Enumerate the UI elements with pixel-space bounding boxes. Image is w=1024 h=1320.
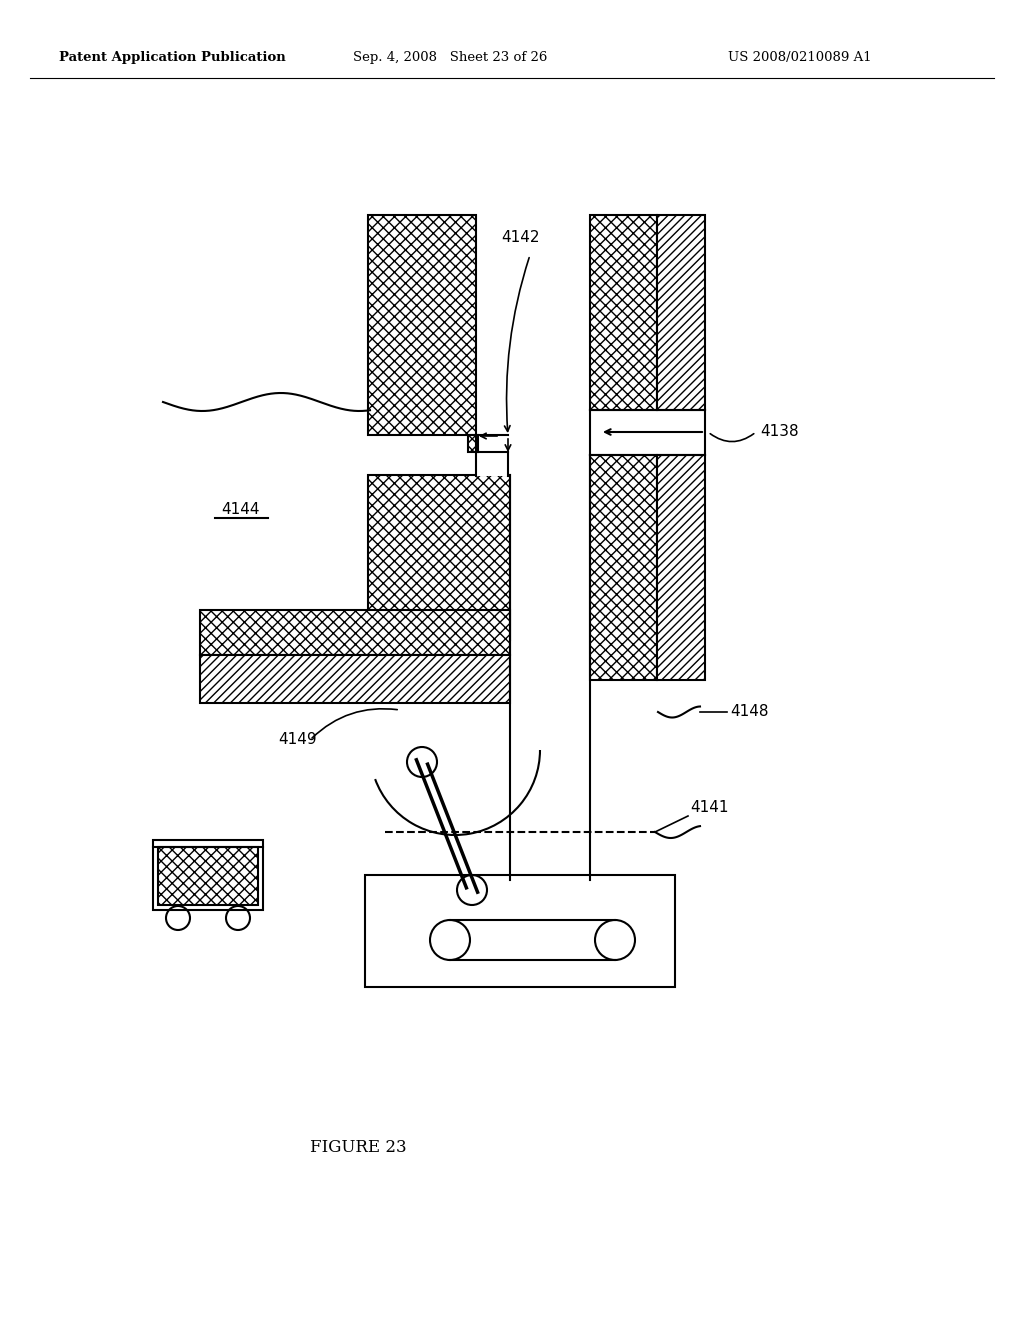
Bar [476,451,508,477]
Bar [476,436,508,451]
Text: 4148: 4148 [730,705,768,719]
Bar [657,215,705,411]
Bar [200,655,510,704]
Bar [200,610,510,655]
Text: 4144: 4144 [221,503,259,517]
Bar [657,455,705,680]
Text: Patent Application Publication: Patent Application Publication [58,51,286,65]
Text: Sep. 4, 2008   Sheet 23 of 26: Sep. 4, 2008 Sheet 23 of 26 [353,51,547,65]
Text: 4149: 4149 [278,733,316,747]
Bar [365,875,675,987]
Text: FIGURE 23: FIGURE 23 [309,1139,407,1156]
Bar [590,455,657,680]
Text: 4141: 4141 [690,800,728,816]
Bar [153,840,263,909]
Bar [590,215,657,411]
Text: US 2008/0210089 A1: US 2008/0210089 A1 [728,51,871,65]
Bar [158,847,258,906]
Text: 4138: 4138 [760,425,799,440]
Bar [368,475,510,640]
Text: 4142: 4142 [501,231,540,246]
Bar [368,215,476,436]
Bar [468,436,478,451]
